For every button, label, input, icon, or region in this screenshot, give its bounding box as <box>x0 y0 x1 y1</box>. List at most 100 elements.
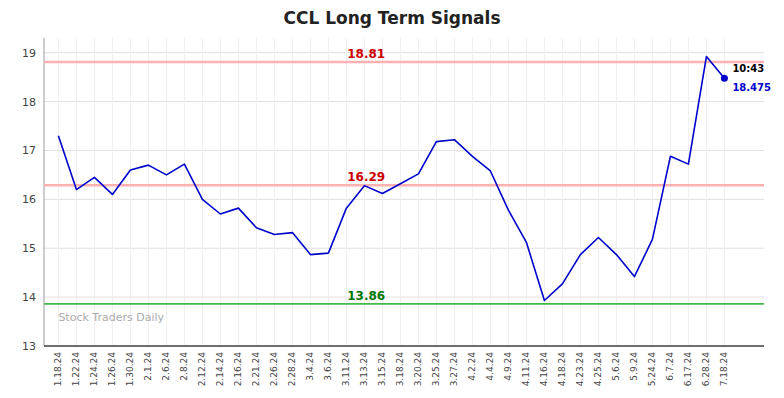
x-tick-label: 3.27.24 <box>449 352 459 387</box>
x-grid-line <box>706 38 707 346</box>
x-grid-line <box>238 38 239 346</box>
x-tick-label: 3.13.24 <box>359 352 369 387</box>
x-tick-label: 5.6.24 <box>611 352 621 381</box>
x-grid-line <box>166 38 167 346</box>
x-grid-line <box>94 38 95 346</box>
y-grid-line <box>44 101 764 102</box>
x-grid-line <box>256 38 257 346</box>
y-grid-line <box>44 297 764 298</box>
x-tick-label: 6.17.24 <box>683 352 693 387</box>
x-tick-label: 4.25.24 <box>593 352 603 387</box>
x-grid-line <box>148 38 149 346</box>
x-grid-line <box>688 38 689 346</box>
x-tick-label: 3.20.24 <box>413 352 423 387</box>
x-grid-line <box>490 38 491 346</box>
chart: CCL Long Term Signals 13 14 15 16 17 18 19 1.18.… <box>0 0 784 398</box>
x-tick-label: 2.28.24 <box>287 352 297 387</box>
y-grid-line <box>44 52 764 53</box>
x-tick-label: 2.12.24 <box>197 352 207 387</box>
y-grid-line <box>44 248 764 249</box>
x-tick-label: 3.25.24 <box>431 352 441 387</box>
x-tick-label: 2.16.24 <box>233 352 243 387</box>
x-tick-label: 2.14.24 <box>215 352 225 387</box>
reference-label: 13.86 <box>347 289 385 303</box>
reference-line <box>44 303 764 305</box>
x-grid-line <box>526 38 527 346</box>
x-tick-label: 4.16.24 <box>539 352 549 387</box>
x-tick-label: 5.9.24 <box>629 352 639 381</box>
x-grid-line <box>328 38 329 346</box>
x-grid-line <box>292 38 293 346</box>
x-grid-line <box>616 38 617 346</box>
y-grid-line <box>44 346 764 347</box>
x-grid-line <box>562 38 563 346</box>
y-tick-label: 13 <box>22 340 36 353</box>
x-tick-label: 2.21.24 <box>251 352 261 387</box>
grid <box>44 38 764 346</box>
x-grid-line <box>634 38 635 346</box>
x-grid-line <box>652 38 653 346</box>
x-grid-line <box>724 38 725 346</box>
x-tick-label: 7.18.24 <box>719 352 729 387</box>
x-grid-line <box>274 38 275 346</box>
x-tick-label: 1.26.24 <box>107 352 117 387</box>
x-grid-line <box>598 38 599 346</box>
x-tick-label: 3.6.24 <box>323 352 333 381</box>
y-tick-label: 19 <box>22 47 36 60</box>
x-grid-line <box>184 38 185 346</box>
x-tick-label: 3.11.24 <box>341 352 351 387</box>
reference-line <box>44 61 764 64</box>
y-grid-line <box>44 150 764 151</box>
last-point <box>721 75 728 82</box>
x-tick-label: 3.15.24 <box>377 352 387 387</box>
y-tick-label: 16 <box>22 193 36 206</box>
x-grid-line <box>580 38 581 346</box>
x-grid-line <box>508 38 509 346</box>
x-tick-label: 4.4.24 <box>485 352 495 381</box>
x-grid-line <box>58 38 59 346</box>
y-axis-line <box>44 38 45 346</box>
x-grid-line <box>436 38 437 346</box>
x-tick-label: 5.24.24 <box>647 352 657 387</box>
x-tick-label: 2.6.24 <box>161 352 171 381</box>
x-tick-label: 4.11.24 <box>521 352 531 387</box>
x-tick-label: 1.22.24 <box>71 352 81 387</box>
x-tick-label: 1.18.24 <box>53 352 63 387</box>
reference-label: 16.29 <box>347 170 385 184</box>
x-grid-line <box>472 38 473 346</box>
x-tick-label: 4.9.24 <box>503 352 513 381</box>
y-tick-label: 17 <box>22 144 36 157</box>
watermark: Stock Traders Daily <box>58 311 164 324</box>
title: CCL Long Term Signals <box>283 8 500 28</box>
x-tick-label: 3.4.24 <box>305 352 315 381</box>
x-grid-line <box>112 38 113 346</box>
x-grid-line <box>670 38 671 346</box>
x-tick-label: 4.23.24 <box>575 352 585 387</box>
x-tick-label: 2.26.24 <box>269 352 279 387</box>
x-tick-label: 3.18.24 <box>395 352 405 387</box>
x-grid-line <box>130 38 131 346</box>
x-tick-label: 6.7.24 <box>665 352 675 381</box>
x-tick-label: 1.30.24 <box>125 352 135 387</box>
x-grid-line <box>202 38 203 346</box>
y-grid-line <box>44 199 764 200</box>
y-tick-label: 15 <box>22 242 36 255</box>
price-line <box>58 57 724 301</box>
plot-area <box>44 57 764 304</box>
x-axis-line <box>44 345 764 347</box>
x-tick-label: 4.2.24 <box>467 352 477 381</box>
last-time: 10:43 <box>732 63 764 74</box>
y-tick-label: 18 <box>22 96 36 109</box>
x-grid-line <box>454 38 455 346</box>
x-grid-line <box>76 38 77 346</box>
reference-label: 18.81 <box>347 47 385 61</box>
x-tick-label: 4.18.24 <box>557 352 567 387</box>
x-tick-label: 6.28.24 <box>701 352 711 387</box>
last-price: 18.475 <box>732 82 771 93</box>
x-grid-line <box>400 38 401 346</box>
x-grid-line <box>310 38 311 346</box>
reference-line <box>44 184 764 187</box>
x-grid-line <box>220 38 221 346</box>
y-tick-label: 14 <box>22 291 36 304</box>
x-grid-line <box>418 38 419 346</box>
